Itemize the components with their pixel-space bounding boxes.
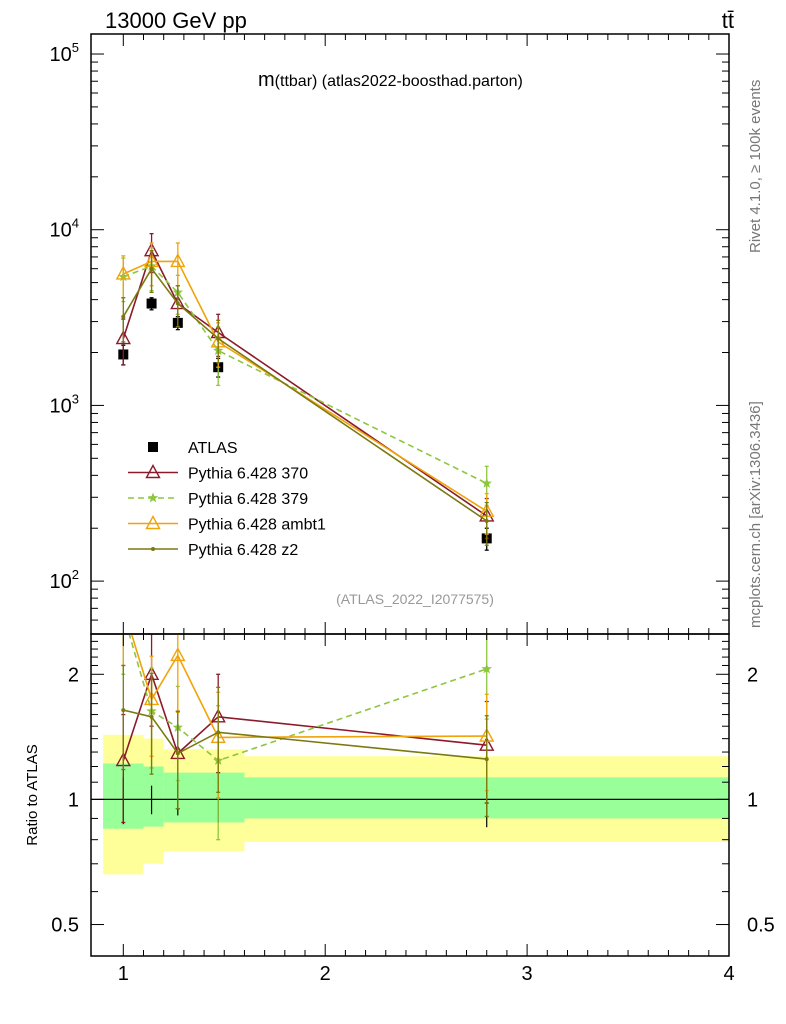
ratio-point [216, 730, 221, 735]
data-point [170, 252, 186, 268]
header-energy: 13000 GeV pp [105, 8, 247, 33]
legend-marker [147, 492, 159, 503]
ratio-y-tick-label: 2 [68, 664, 79, 686]
legend-label: Pythia 6.428 379 [188, 491, 308, 508]
y-tick-label: 104 [50, 216, 79, 242]
data-point [216, 336, 221, 341]
series-atlas [118, 297, 492, 551]
legend-label: Pythia 6.428 z2 [188, 542, 298, 559]
ratio-point [484, 757, 489, 762]
x-tick-label: 2 [320, 963, 331, 985]
data-point [484, 518, 489, 523]
y-tick-label: 105 [50, 40, 79, 66]
ratio-y-tick-label: 1 [68, 789, 79, 811]
ratio-point [118, 608, 128, 618]
legend-marker [145, 515, 161, 530]
uncertainty-band-inner [163, 772, 245, 823]
header-process: tt̄ [722, 8, 734, 33]
uncertainty-band-inner [143, 766, 164, 827]
data-point [115, 265, 131, 280]
data-point [175, 301, 180, 306]
legend-marker [145, 464, 161, 479]
ratio-panel-frame [90, 633, 730, 957]
main-panel-frame [90, 33, 730, 635]
main-panel: 102 103 104 105 m(ttbar) (atlas2022-boostha… [50, 33, 730, 635]
ratio-point [481, 663, 492, 674]
series-line [123, 265, 488, 485]
legend-label: Pythia 6.428 ambt1 [188, 517, 326, 534]
series-pythia-6-428-z2 [121, 250, 489, 546]
data-point [121, 314, 126, 319]
ratio-panel: 0.5 0.5 1 1 2 2 1 2 3 4 Ratio to ATLAS [24, 600, 775, 985]
chart-title: m(ttbar) (atlas2022-boosthad.parton) [258, 69, 523, 91]
ratio-y-tick-label-right: 0.5 [747, 915, 775, 937]
ratio-point [121, 708, 126, 713]
legend: ATLAS Pythia 6.428 370 Pythia 6.428 379 Pyt… [128, 440, 326, 559]
ratio-y-axis-label: Ratio to ATLAS [24, 744, 41, 845]
ratio-point [170, 646, 186, 662]
ratio-point [175, 751, 180, 756]
legend-label: Pythia 6.428 370 [188, 466, 308, 483]
rivet-version-label: Rivet 4.1.0, ≥ 100k events [747, 80, 764, 253]
data-point [481, 477, 492, 488]
ratio-y-tick-label-right: 1 [747, 789, 758, 811]
ratio-y-tick-label-right: 2 [747, 664, 758, 686]
x-tick-label: 3 [522, 963, 533, 985]
data-point [146, 298, 157, 309]
y-tick-label: 103 [50, 391, 79, 417]
data-point [115, 330, 131, 345]
ratio-series-pythia-6-428-z2 [121, 664, 489, 818]
ratio-y-tick-label: 0.5 [51, 915, 79, 937]
x-tick-label: 4 [723, 963, 734, 985]
y-tick-label: 102 [50, 567, 79, 593]
data-point [149, 266, 154, 271]
x-tick-label: 1 [118, 963, 129, 985]
mcplots-label: mcplots.cern.ch [arXiv:1306.3436] [747, 401, 764, 628]
ratio-point [149, 714, 154, 719]
legend-label: ATLAS [188, 440, 238, 457]
analysis-watermark: (ATLAS_2022_I2077575) [336, 591, 494, 607]
legend-marker [151, 547, 155, 551]
ratio-point [117, 600, 130, 612]
legend-marker [148, 442, 158, 452]
